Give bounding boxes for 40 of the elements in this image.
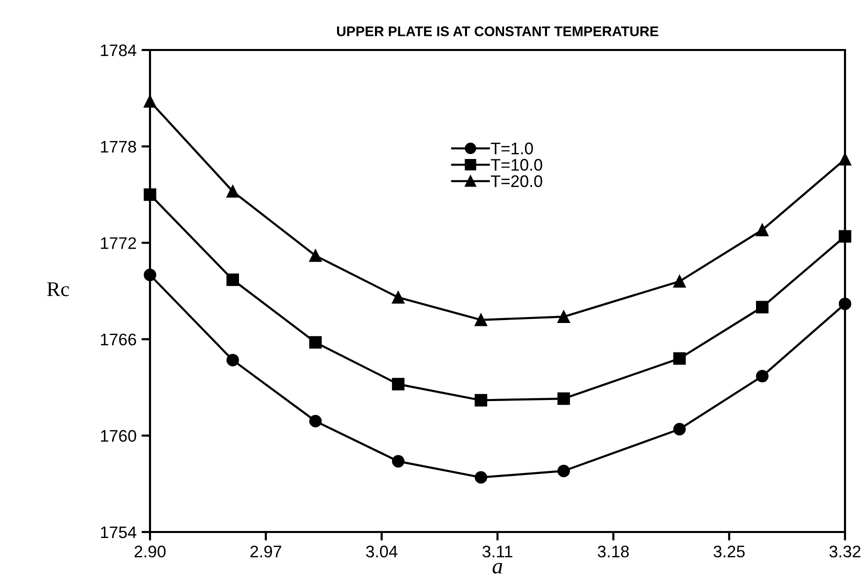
- point: [756, 224, 769, 236]
- point: [474, 314, 488, 326]
- x-tick-label: 3.32: [829, 546, 860, 558]
- point: [392, 291, 404, 304]
- x-tick-label: 2.97: [250, 546, 282, 558]
- legend-label: T=1.0: [490, 142, 533, 154]
- point: [226, 185, 239, 198]
- point: [309, 336, 322, 349]
- point: [309, 414, 322, 428]
- x-tick-label: 3.18: [598, 546, 629, 558]
- legend-label: T=10.0: [490, 158, 542, 171]
- point: [226, 274, 239, 286]
- point: [557, 310, 570, 323]
- y-tick-label: 1766: [101, 334, 136, 346]
- point: [673, 352, 686, 365]
- point: [309, 249, 322, 262]
- x-tick-label: 3.25: [714, 546, 745, 558]
- point: [392, 455, 404, 468]
- point: [474, 394, 488, 407]
- point: [756, 300, 769, 314]
- x-tick-label: 3.04: [366, 546, 398, 558]
- x-tick-label: 2.90: [134, 546, 166, 558]
- point: [557, 464, 570, 478]
- point: [673, 422, 686, 436]
- x-axis-title: a: [492, 562, 502, 574]
- point: [226, 354, 239, 366]
- x-tick-label: 3.11: [482, 546, 512, 558]
- y-tick-label: 1778: [101, 140, 136, 153]
- point: [474, 471, 488, 484]
- legend-label: T=20.0: [490, 175, 542, 188]
- y-tick-label: 1772: [101, 237, 136, 249]
- point: [392, 378, 404, 390]
- point: [756, 370, 769, 382]
- y-axis-title: Rc: [47, 282, 69, 296]
- point: [557, 392, 570, 405]
- y-tick-label: 1754: [101, 526, 136, 538]
- point: [673, 275, 686, 288]
- y-tick-label: 1784: [101, 44, 136, 56]
- chart-title: UPPER PLATE IS AT CONSTANT TEMPERATURE: [337, 26, 658, 36]
- y-tick-label: 1760: [101, 430, 136, 442]
